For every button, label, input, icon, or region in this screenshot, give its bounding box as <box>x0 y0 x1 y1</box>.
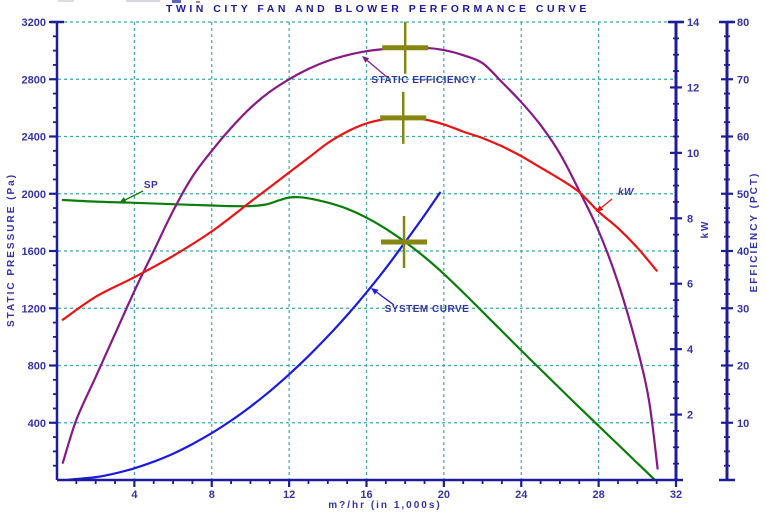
cropped-text-artifact <box>58 0 200 3</box>
tick-label: 400 <box>28 418 46 430</box>
annotation-arrowhead <box>362 56 370 63</box>
tick-label: 20 <box>438 489 450 501</box>
tick-label: 60 <box>737 132 749 144</box>
tick-label: 4 <box>687 344 694 356</box>
tick-label: 20 <box>737 361 749 373</box>
x-axis-title: m?/hr (in 1,000s) <box>328 500 441 511</box>
tick-label: 8 <box>209 489 215 501</box>
annotation-arrow-line <box>376 291 395 306</box>
tick-label: 28 <box>593 489 605 501</box>
efficiency-axis-title: EFFICIENCY (PCT) <box>749 172 760 293</box>
tick-label: 70 <box>737 74 749 86</box>
tick-label: 10 <box>737 418 749 430</box>
tick-label: 80 <box>737 17 749 29</box>
operating-point-markers <box>380 21 429 268</box>
tick-label: 12 <box>687 82 699 94</box>
gridlines <box>58 21 675 479</box>
tick-label: 32 <box>670 489 682 501</box>
annotation-arrow-line <box>601 198 613 209</box>
system-curve-label: SYSTEM CURVE <box>385 304 470 315</box>
tick-label: 8 <box>687 213 693 225</box>
kw-curve-label: kW <box>618 187 635 198</box>
axes <box>49 20 735 487</box>
annotation-arrowhead <box>596 205 604 212</box>
tick-label: 40 <box>737 246 749 258</box>
tick-label: 2 <box>687 410 693 422</box>
annotation-arrowhead <box>371 288 379 295</box>
curve-system-curve <box>67 191 442 481</box>
curve-static-efficiency <box>61 46 659 470</box>
tick-label: 16 <box>360 489 372 501</box>
sp-curve-label: SP <box>144 180 158 191</box>
tick-label: 2400 <box>22 132 46 144</box>
pressure-axis-title: STATIC PRESSURE (Pa) <box>6 173 17 327</box>
tick-label: 3200 <box>22 17 46 29</box>
curve-annotations: SP STATIC EFFICIENCY kW SYSTEM CURVE <box>119 56 635 315</box>
annotation-arrowhead <box>119 197 127 203</box>
tick-label: 6 <box>687 279 693 291</box>
tick-label: 10 <box>687 148 699 160</box>
kw-axis-title: kW <box>700 220 711 239</box>
annotation-arrow-line <box>366 60 389 79</box>
tick-label: 1600 <box>22 246 46 258</box>
tick-label: 800 <box>28 361 46 373</box>
tick-label: 2800 <box>22 74 46 86</box>
tick-label: 4 <box>131 489 138 501</box>
tick-label: 1200 <box>22 303 46 315</box>
annotation-arrow-line <box>124 190 144 201</box>
curve-sp <box>61 196 656 481</box>
tick-label: 2000 <box>22 189 46 201</box>
tick-label: 12 <box>283 489 295 501</box>
chart-title: TWIN CITY FAN AND BLOWER PERFORMANCE CUR… <box>166 3 590 15</box>
curves <box>61 46 659 481</box>
tick-label: 30 <box>737 303 749 315</box>
tick-label: 14 <box>687 17 700 29</box>
static-efficiency-curve-label: STATIC EFFICIENCY <box>371 75 476 86</box>
curve-kw <box>61 116 658 321</box>
tick-label: 24 <box>515 489 528 501</box>
tick-label: 50 <box>737 189 749 201</box>
